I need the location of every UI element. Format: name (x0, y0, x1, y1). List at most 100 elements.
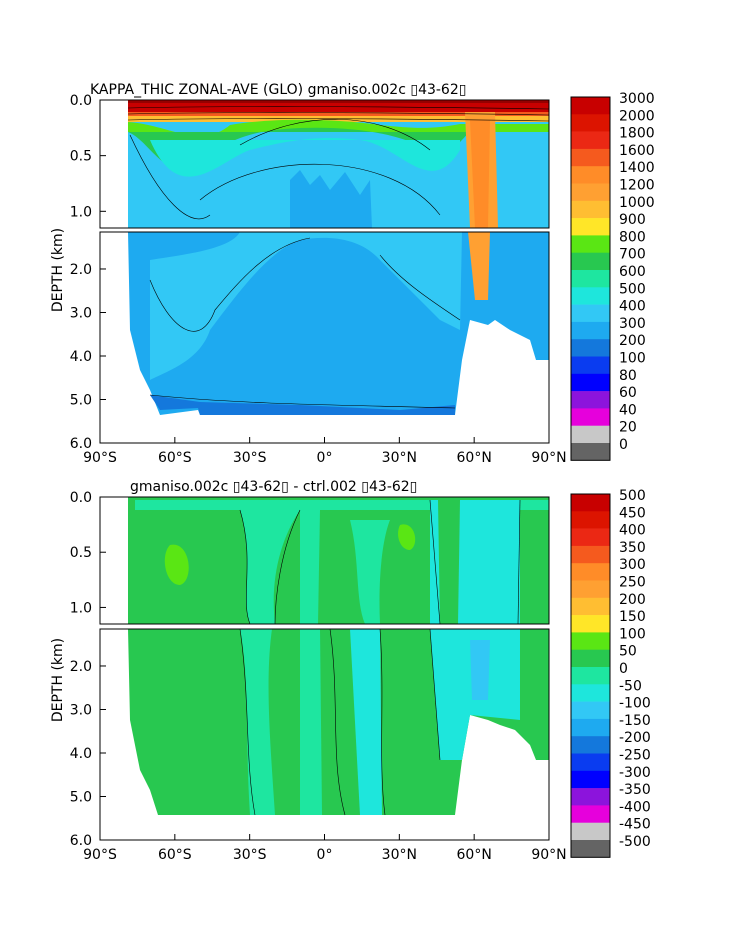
colorbar-swatch (571, 632, 610, 650)
colorbar-swatch (571, 684, 610, 702)
colorbar-swatch (571, 649, 610, 668)
colorbar-label: -350 (619, 782, 651, 798)
y-tick-label: 0.0 (70, 490, 92, 506)
colorbar-label: 500 (619, 488, 646, 504)
colorbar-label: 60 (619, 385, 637, 401)
colorbar-label: 250 (619, 575, 646, 591)
x-tick-label: 30°N (382, 450, 417, 466)
colorbar-swatch (571, 373, 610, 392)
colorbar-swatch (571, 805, 610, 823)
colorbar-swatch (571, 563, 610, 581)
panel-2-x-ticks: 90°S 60°S 30°S 0° 30°N 60°N 90°N (83, 834, 567, 863)
colorbar-swatch (571, 235, 610, 253)
panel-2-colorbar: 500450400350300250200150100500-50-100-15… (570, 488, 651, 858)
panel-2-lower-field (99, 628, 550, 841)
colorbar-label: 400 (619, 299, 646, 315)
colorbar-swatch (571, 339, 610, 357)
y-tick-label: 1.0 (70, 600, 92, 616)
x-tick-label: 90°N (531, 450, 566, 466)
colorbar-swatch (571, 701, 610, 720)
colorbar-swatch (571, 356, 610, 375)
colorbar-swatch (571, 270, 610, 288)
colorbar-label: 40 (619, 402, 637, 418)
colorbar-label: -250 (619, 748, 651, 764)
panel-1-title: KAPPA_THIC ZONAL-AVE (GLO) gmaniso.002c … (90, 82, 466, 98)
panel-2-y-ticks: 0.0 0.5 1.0 2.0 3.0 4.0 5.0 6.0 (70, 490, 106, 849)
colorbar-swatch (571, 200, 610, 219)
colorbar-swatch (571, 391, 610, 409)
y-tick-label: 2.0 (70, 659, 92, 675)
colorbar-swatch (571, 408, 610, 426)
panel-1: KAPPA_THIC ZONAL-AVE (GLO) gmaniso.002c … (50, 82, 655, 466)
colorbar-label: 3000 (619, 91, 655, 107)
colorbar-swatch (571, 114, 610, 132)
colorbar-swatch (571, 615, 610, 633)
colorbar-label: 300 (619, 557, 646, 573)
colorbar-swatch (571, 321, 610, 340)
colorbar-label: 0 (619, 437, 628, 453)
y-tick-label: 2.0 (70, 262, 92, 278)
colorbar-swatch (571, 770, 610, 789)
colorbar-label: -150 (619, 713, 651, 729)
panel-1-lower-field (99, 231, 550, 444)
colorbar-swatch (571, 166, 610, 184)
colorbar-label: -200 (619, 730, 651, 746)
colorbar-swatch (571, 822, 610, 841)
colorbar-swatch (571, 304, 610, 323)
x-tick-label: 90°S (83, 847, 117, 863)
colorbar-swatch (571, 148, 610, 167)
panel-2: gmaniso.002c ▯43-62▯ - ctrl.002 ▯43-62▯ (50, 479, 651, 863)
panel-1-x-ticks: 90°S 60°S 30°S 0° 30°N 60°N 90°N (83, 437, 567, 466)
colorbar-label: 200 (619, 592, 646, 608)
x-tick-label: 0° (317, 450, 333, 466)
colorbar-label: -500 (619, 834, 651, 850)
panel-1-colorbar: 3000200018001600140012001000900800700600… (570, 91, 655, 461)
colorbar-label: 20 (619, 420, 637, 436)
colorbar-swatch (571, 788, 610, 806)
y-tick-label: 4.0 (70, 349, 92, 365)
x-tick-label: 0° (317, 847, 333, 863)
colorbar-label: 200 (619, 333, 646, 349)
colorbar-swatch (571, 511, 610, 529)
colorbar-swatch (571, 597, 610, 616)
colorbar-label: 50 (619, 644, 637, 660)
colorbar-swatch (571, 580, 610, 599)
colorbar-swatch (571, 840, 610, 858)
colorbar-label: 1600 (619, 143, 655, 159)
x-tick-label: 90°S (83, 450, 117, 466)
colorbar-label: 900 (619, 212, 646, 228)
x-tick-label: 30°S (233, 847, 267, 863)
colorbar-label: 300 (619, 316, 646, 332)
colorbar-swatch (571, 718, 610, 737)
x-tick-label: 90°N (531, 847, 566, 863)
colorbar-label: 150 (619, 609, 646, 625)
y-tick-label: 5.0 (70, 392, 92, 408)
colorbar-swatch (571, 443, 610, 461)
colorbar-swatch (571, 131, 610, 150)
colorbar-label: 350 (619, 540, 646, 556)
x-tick-label: 60°N (457, 450, 492, 466)
y-tick-label: 0.5 (70, 545, 92, 561)
colorbar-swatch (571, 528, 610, 547)
colorbar-label: 600 (619, 264, 646, 280)
colorbar-label: 400 (619, 523, 646, 539)
x-tick-label: 60°S (158, 847, 192, 863)
panel-2-title: gmaniso.002c ▯43-62▯ - ctrl.002 ▯43-62▯ (130, 479, 417, 495)
y-tick-label: 5.0 (70, 789, 92, 805)
colorbar-label: 500 (619, 281, 646, 297)
colorbar-swatch (571, 545, 610, 564)
colorbar-swatch (571, 287, 610, 305)
y-tick-label: 6.0 (70, 436, 92, 452)
y-tick-label: 3.0 (70, 305, 92, 321)
colorbar-swatch (571, 183, 610, 202)
y-tick-label: 0.0 (70, 93, 92, 109)
colorbar-label: -300 (619, 765, 651, 781)
colorbar-swatch (571, 494, 610, 512)
colorbar-swatch (571, 425, 610, 444)
x-tick-label: 30°S (233, 450, 267, 466)
colorbar-label: 2000 (619, 108, 655, 124)
x-tick-label: 60°N (457, 847, 492, 863)
colorbar-label: 700 (619, 247, 646, 263)
panel-1-upper-field (99, 99, 550, 229)
